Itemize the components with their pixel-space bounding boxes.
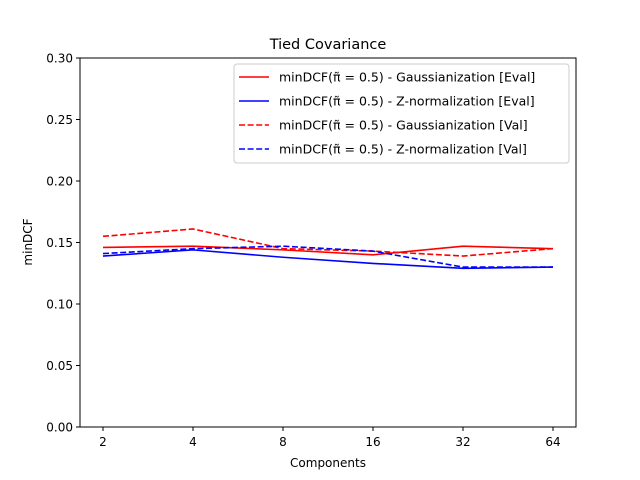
y-tick-label: 0.05 xyxy=(46,359,73,373)
x-tick-label: 16 xyxy=(365,435,380,449)
y-tick-label: 0.15 xyxy=(46,236,73,250)
y-axis-title: minDCF xyxy=(21,218,35,265)
plot-frame xyxy=(79,57,577,428)
x-axis: 2 4 8 16 32 64 xyxy=(99,427,561,449)
y-tick-label: 0.10 xyxy=(46,298,73,312)
y-tick-label: 0.00 xyxy=(46,421,73,435)
chart-title: Tied Covariance xyxy=(269,37,387,53)
legend-label: minDCF(π̃ = 0.5) - Z-normalization [Eval… xyxy=(279,94,535,109)
series-line-2 xyxy=(102,249,554,270)
series-line-4 xyxy=(102,245,553,268)
y-tick-label: 0.25 xyxy=(46,113,73,127)
x-tick-label: 64 xyxy=(545,435,560,449)
legend-label: minDCF(π̃ = 0.5) - Z-normalization [Val] xyxy=(279,142,527,157)
y-tick-label: 0.30 xyxy=(46,52,73,66)
legend: minDCF(π̃ = 0.5) - Gaussianization [Eval… xyxy=(233,63,570,164)
legend-box xyxy=(233,63,570,164)
legend-label: minDCF(π̃ = 0.5) - Gaussianization [Val] xyxy=(279,118,528,133)
plot-area xyxy=(102,228,554,270)
x-tick-label: 8 xyxy=(279,435,287,449)
x-tick-label: 4 xyxy=(189,435,197,449)
series-line-3 xyxy=(102,228,554,257)
series-line-1 xyxy=(102,245,554,256)
y-axis: 0.00 0.05 0.10 0.15 0.20 0.25 0.30 xyxy=(46,52,80,435)
x-tick-label: 2 xyxy=(99,435,107,449)
x-tick-label: 32 xyxy=(455,435,470,449)
legend-label: minDCF(π̃ = 0.5) - Gaussianization [Eval… xyxy=(279,70,535,85)
x-axis-title: Components xyxy=(290,456,366,470)
y-tick-label: 0.20 xyxy=(46,175,73,189)
